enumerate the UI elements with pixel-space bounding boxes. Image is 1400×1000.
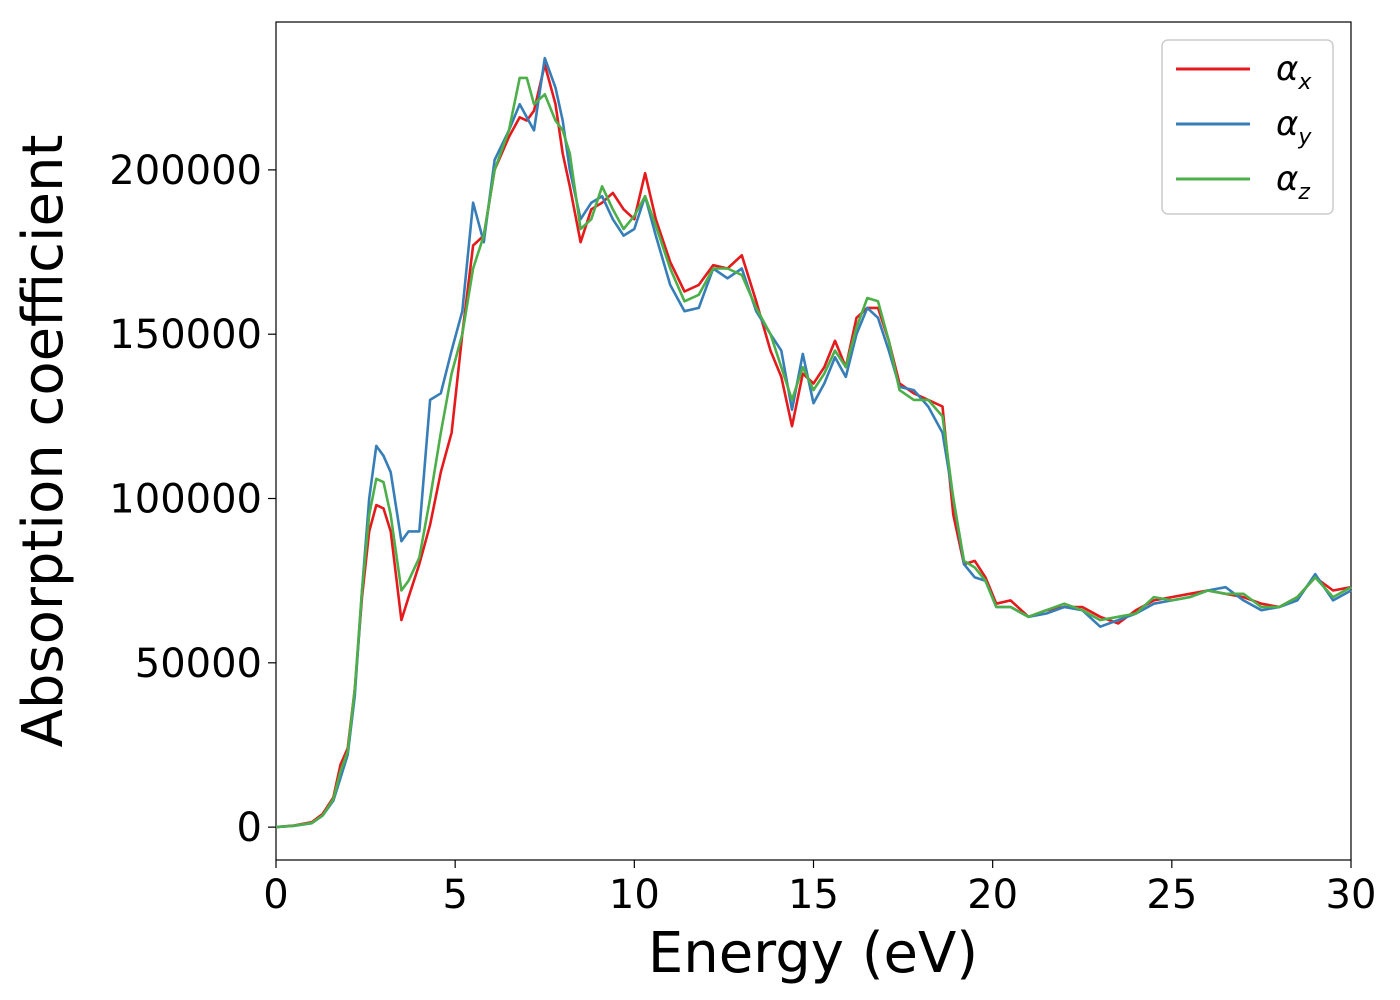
legend-label-symbol: α	[1276, 104, 1298, 144]
legend-label-symbol: α	[1276, 49, 1298, 89]
legend-label-subscript: x	[1297, 70, 1312, 95]
legend-label-alpha-x: αx	[1276, 49, 1312, 95]
x-tick-label: 20	[967, 872, 1018, 918]
x-tick-label: 5	[442, 872, 467, 918]
y-tick-label: 200000	[109, 148, 262, 194]
y-tick-label: 150000	[109, 312, 262, 358]
x-tick-label: 15	[788, 872, 839, 918]
legend-label-symbol: α	[1276, 159, 1298, 199]
y-tick-label: 0	[237, 805, 262, 851]
x-tick-label: 0	[263, 872, 288, 918]
y-axis: 0 50000 100000 150000 200000	[109, 148, 276, 851]
legend-label-alpha-y: αy	[1276, 104, 1312, 150]
x-tick-label: 10	[609, 872, 660, 918]
y-tick-label: 100000	[109, 477, 262, 523]
legend-label-subscript: z	[1297, 180, 1310, 205]
x-tick-label: 25	[1146, 872, 1197, 918]
x-axis: 0 5 10 15 20 25 30	[263, 860, 1376, 918]
legend-box	[1161, 39, 1334, 215]
legend-label-alpha-z: αz	[1276, 159, 1310, 205]
legend-label-subscript: y	[1297, 125, 1312, 150]
series-line-alpha-z	[275, 76, 1352, 829]
series-line-alpha-y	[275, 56, 1352, 829]
x-tick-label: 30	[1326, 872, 1377, 918]
series-layer	[275, 56, 1352, 829]
x-axis-title: Energy (eV)	[648, 921, 978, 986]
y-tick-label: 50000	[135, 641, 262, 687]
y-axis-title: Absorption coefficient	[11, 135, 76, 748]
